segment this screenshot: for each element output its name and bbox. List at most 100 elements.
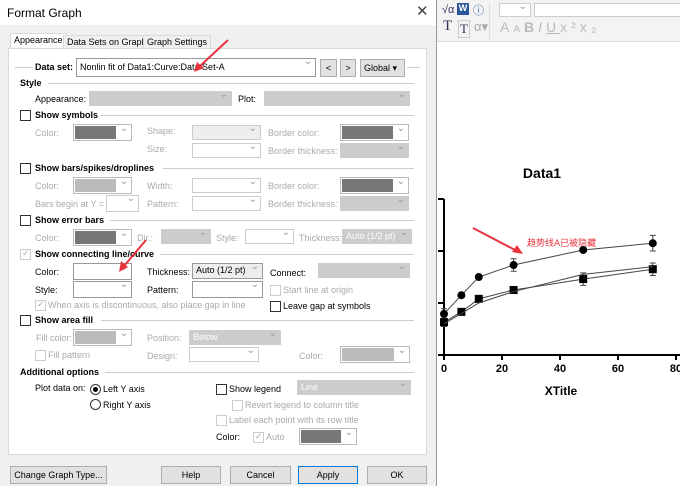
legend-select[interactable]: Line (297, 378, 411, 395)
ok-button[interactable]: OK (367, 466, 427, 484)
cancel-button[interactable]: Cancel (230, 466, 291, 484)
area-color-label: Color: (299, 351, 324, 361)
fill-color-picker[interactable] (73, 328, 132, 346)
arrow-head (194, 62, 204, 72)
font-select[interactable] (534, 3, 680, 17)
toolbar: √α W ⓘ T T α▾ AABIUx²x₂ (437, 0, 680, 42)
appearance-label: Appearance: (35, 94, 87, 104)
auto-color-checkbox[interactable] (253, 431, 264, 443)
show-line-checkbox[interactable] (20, 248, 31, 260)
left-y-axis-radio[interactable] (90, 384, 101, 395)
appearance-select[interactable] (89, 89, 232, 106)
position-select[interactable]: Below (189, 328, 281, 345)
show-legend-checkbox[interactable] (216, 384, 227, 395)
bars-width-select[interactable] (192, 176, 261, 193)
series-line (443, 266, 653, 325)
next-dataset-button[interactable]: > (340, 59, 356, 77)
show-error-bars-checkbox[interactable] (20, 215, 31, 226)
line-pattern-select[interactable] (192, 279, 263, 298)
global-dropdown[interactable]: Global ▾ (360, 59, 405, 77)
size-select[interactable] (192, 141, 261, 158)
apply-button[interactable]: Apply (298, 466, 358, 484)
text-box-icon[interactable]: T (458, 20, 470, 38)
leave-gap-checkbox[interactable] (270, 301, 281, 312)
plot-data-on-label: Plot data on: (35, 383, 86, 393)
data-point (440, 309, 448, 318)
tab-graph-settings[interactable]: Graph Settings (143, 35, 212, 49)
line-style-select[interactable] (73, 279, 132, 298)
label-points-checkbox[interactable] (216, 415, 227, 426)
show-bars-checkbox[interactable] (20, 163, 31, 174)
symbol-border-color-label: Border color: (268, 128, 320, 138)
bars-color-picker[interactable] (73, 176, 132, 194)
show-symbols-checkbox[interactable] (20, 110, 31, 121)
format-graph-dialog: Format Graph ✕ Appearance Data Sets on G… (0, 0, 437, 486)
x-tick-label: 0 (441, 363, 447, 375)
change-graph-type-button[interactable]: Change Graph Type... (10, 466, 107, 484)
prev-dataset-button[interactable]: < (320, 59, 337, 77)
right-y-axis-radio[interactable] (90, 399, 101, 410)
annotation-arrow (198, 39, 229, 68)
error-style-label: Style: (216, 233, 239, 243)
gap-discontinuous-checkbox[interactable] (35, 299, 46, 311)
graph-area: Data1 XTitle 趋势线A已被隐藏 0 20 40 60 80 (438, 165, 680, 398)
error-thickness-select[interactable]: Auto (1/2 pt) (342, 227, 412, 244)
start-line-origin-checkbox[interactable] (270, 285, 281, 296)
bars-pattern-select[interactable] (192, 194, 261, 211)
line-thickness-select[interactable]: Auto (1/2 pt) (192, 261, 263, 279)
symbol-color-label: Color: (35, 128, 60, 138)
error-style-select[interactable] (245, 227, 294, 244)
shape-select[interactable] (192, 123, 261, 140)
dialog-title: Format Graph (7, 6, 82, 20)
help-button[interactable]: Help (161, 466, 221, 484)
connect-select[interactable] (318, 261, 410, 278)
error-thickness-label: Thickness: (299, 233, 343, 243)
x-tick-label: 20 (496, 363, 508, 375)
show-error-bars-label: Show error bars (35, 215, 105, 225)
error-dir-select[interactable] (161, 227, 211, 244)
auto-color-label: Auto (266, 432, 285, 442)
symbol-border-thickness-select[interactable] (340, 141, 409, 158)
global-label: Global (364, 63, 391, 73)
equation-icon[interactable]: √α (442, 4, 455, 16)
word-icon[interactable]: W (457, 3, 469, 15)
format-icons: AABIUx²x₂ (500, 19, 601, 35)
shape-label: Shape: (147, 126, 176, 136)
bars-pattern-label: Pattern: (147, 199, 179, 209)
line-thickness-label: Thickness: (147, 267, 191, 277)
dataset-label: Data set: (35, 62, 74, 72)
font-size-select[interactable] (499, 1, 531, 17)
bars-border-thickness-select[interactable] (340, 194, 409, 211)
close-icon[interactable]: ✕ (416, 3, 429, 20)
annotation-arrow (123, 239, 147, 267)
error-color-picker[interactable] (73, 228, 132, 246)
bars-border-color-picker[interactable] (340, 176, 409, 194)
fill-pattern-checkbox[interactable] (35, 350, 46, 361)
legend-color-picker[interactable] (299, 427, 357, 445)
show-area-fill-checkbox[interactable] (20, 315, 31, 326)
symbol-color-picker[interactable] (73, 123, 132, 141)
gap-discontinuous-label: When axis is discontinuous, also place g… (48, 300, 246, 310)
x-tick-label: 40 (554, 363, 566, 375)
bars-width-label: Width: (147, 181, 173, 191)
leave-gap-label: Leave gap at symbols (283, 301, 371, 311)
plot-select[interactable] (264, 89, 410, 106)
line-pattern-label: Pattern: (147, 285, 179, 295)
text-icon[interactable]: T (443, 18, 453, 34)
data-point (648, 265, 657, 274)
data-point (648, 239, 657, 248)
show-line-label: Show connecting line/curve (35, 249, 155, 259)
info-icon[interactable]: ⓘ (473, 5, 484, 17)
revert-legend-checkbox[interactable] (232, 400, 243, 411)
left-y-axis-label: Left Y axis (103, 384, 145, 394)
data-point (474, 273, 483, 281)
data-point (440, 318, 448, 327)
area-color-picker[interactable] (340, 345, 410, 363)
bars-border-thickness-label: Border thickness: (268, 199, 338, 209)
symbol-border-color-picker[interactable] (340, 123, 409, 141)
design-select[interactable] (189, 345, 259, 362)
bars-begin-input[interactable] (106, 193, 139, 212)
data-point (509, 261, 518, 270)
greek-icon[interactable]: α▾ (474, 19, 489, 34)
legend-color-label: Color: (216, 432, 241, 442)
